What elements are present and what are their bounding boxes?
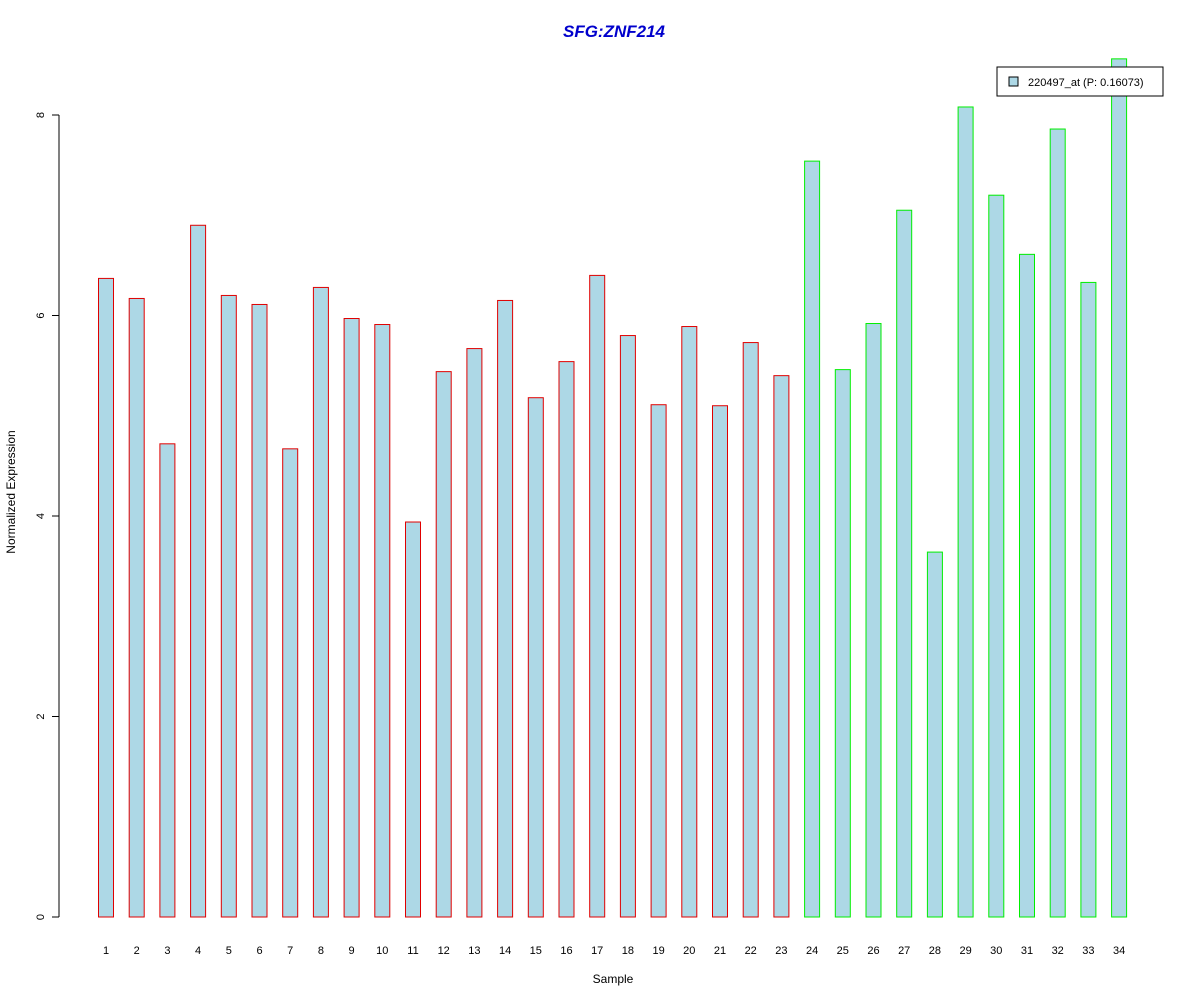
- bar-sample-22: [742, 342, 759, 918]
- bar-sample-34: [1111, 58, 1128, 918]
- x-tick-label: 21: [714, 945, 726, 957]
- x-tick-label: 6: [256, 945, 262, 957]
- x-tick-label: 8: [318, 945, 324, 957]
- bar-sample-23: [773, 375, 790, 918]
- x-tick-label: 2: [134, 945, 140, 957]
- x-tick-labels: 1 2 3 4 5 6 7 8 9 10 11 12 13 14 15 16 17 18 19 20 21 22 23 24 2…: [103, 945, 1125, 957]
- legend-swatch: [1008, 76, 1019, 87]
- bars: [98, 58, 1128, 918]
- x-tick-label: 24: [806, 945, 818, 957]
- bar-sample-17: [589, 274, 606, 918]
- bar-sample-12: [435, 371, 452, 918]
- y-tick-label: 2: [35, 713, 47, 719]
- bar-sample-13: [466, 348, 483, 918]
- bar-sample-29: [957, 106, 974, 918]
- x-tick-label: 30: [990, 945, 1002, 957]
- bar-sample-8: [312, 286, 329, 918]
- x-tick-label: 14: [499, 945, 511, 957]
- bar-sample-33: [1080, 281, 1097, 918]
- x-tick-label: 1: [103, 945, 109, 957]
- x-tick-label: 22: [745, 945, 757, 957]
- y-axis: 0 2 4 6 8: [35, 112, 60, 920]
- x-tick-label: 9: [349, 945, 355, 957]
- bar-sample-14: [497, 299, 514, 918]
- x-tick-label: 18: [622, 945, 634, 957]
- bar-sample-28: [926, 551, 943, 918]
- bar-sample-15: [527, 397, 544, 918]
- x-tick-label: 10: [376, 945, 388, 957]
- bar-sample-5: [220, 294, 237, 918]
- y-tick-label: 8: [35, 112, 47, 118]
- x-axis-label: Sample: [593, 972, 634, 986]
- bar-sample-21: [712, 405, 728, 918]
- x-tick-label: 5: [226, 945, 232, 957]
- x-tick-label: 33: [1082, 945, 1094, 957]
- bar-sample-20: [681, 326, 698, 918]
- x-tick-label: 15: [530, 945, 542, 957]
- x-tick-label: 20: [683, 945, 695, 957]
- x-tick-label: 12: [438, 945, 450, 957]
- bar-sample-9: [343, 318, 360, 918]
- bar-sample-16: [558, 361, 575, 918]
- bar-sample-6: [251, 303, 268, 918]
- bar-sample-1: [98, 277, 114, 918]
- legend-label: 220497_at (P: 0.16073): [1028, 77, 1144, 89]
- bar-sample-26: [865, 323, 882, 918]
- y-tick-label: 6: [35, 312, 47, 318]
- bar-sample-3: [159, 443, 176, 918]
- x-tick-label: 23: [775, 945, 787, 957]
- y-tick-label: 0: [35, 914, 47, 920]
- x-tick-label: 32: [1052, 945, 1064, 957]
- bar-sample-4: [190, 224, 207, 918]
- x-tick-label: 11: [407, 945, 418, 957]
- x-tick-label: 4: [195, 945, 201, 957]
- x-tick-label: 29: [959, 945, 971, 957]
- bar-sample-31: [1019, 253, 1035, 918]
- bar-sample-32: [1049, 128, 1066, 918]
- x-tick-label: 17: [591, 945, 603, 957]
- x-tick-label: 27: [898, 945, 910, 957]
- x-tick-label: 7: [287, 945, 293, 957]
- x-tick-label: 19: [652, 945, 664, 957]
- x-tick-label: 13: [468, 945, 480, 957]
- x-tick-label: 26: [867, 945, 879, 957]
- bar-sample-30: [988, 194, 1005, 918]
- x-tick-label: 3: [164, 945, 170, 957]
- bar-sample-24: [804, 160, 821, 918]
- bar-sample-7: [282, 448, 299, 918]
- bar-sample-11: [405, 521, 421, 918]
- bar-sample-27: [896, 209, 913, 918]
- y-tick-label: 4: [35, 513, 47, 519]
- x-tick-label: 28: [929, 945, 941, 957]
- legend-box: [996, 66, 1164, 97]
- x-tick-label: 34: [1113, 945, 1125, 957]
- bar-sample-10: [374, 324, 391, 918]
- bar-sample-19: [650, 404, 667, 918]
- x-tick-label: 25: [837, 945, 849, 957]
- x-tick-label: 31: [1021, 945, 1033, 957]
- chart-title: SFG:ZNF214: [563, 22, 666, 41]
- bar-sample-2: [128, 297, 145, 918]
- bar-sample-18: [619, 335, 636, 918]
- bar-sample-25: [834, 369, 851, 918]
- y-axis-label: Normalized Expression: [4, 430, 18, 553]
- legend: 220497_at (P: 0.16073): [996, 66, 1164, 97]
- x-tick-label: 16: [560, 945, 572, 957]
